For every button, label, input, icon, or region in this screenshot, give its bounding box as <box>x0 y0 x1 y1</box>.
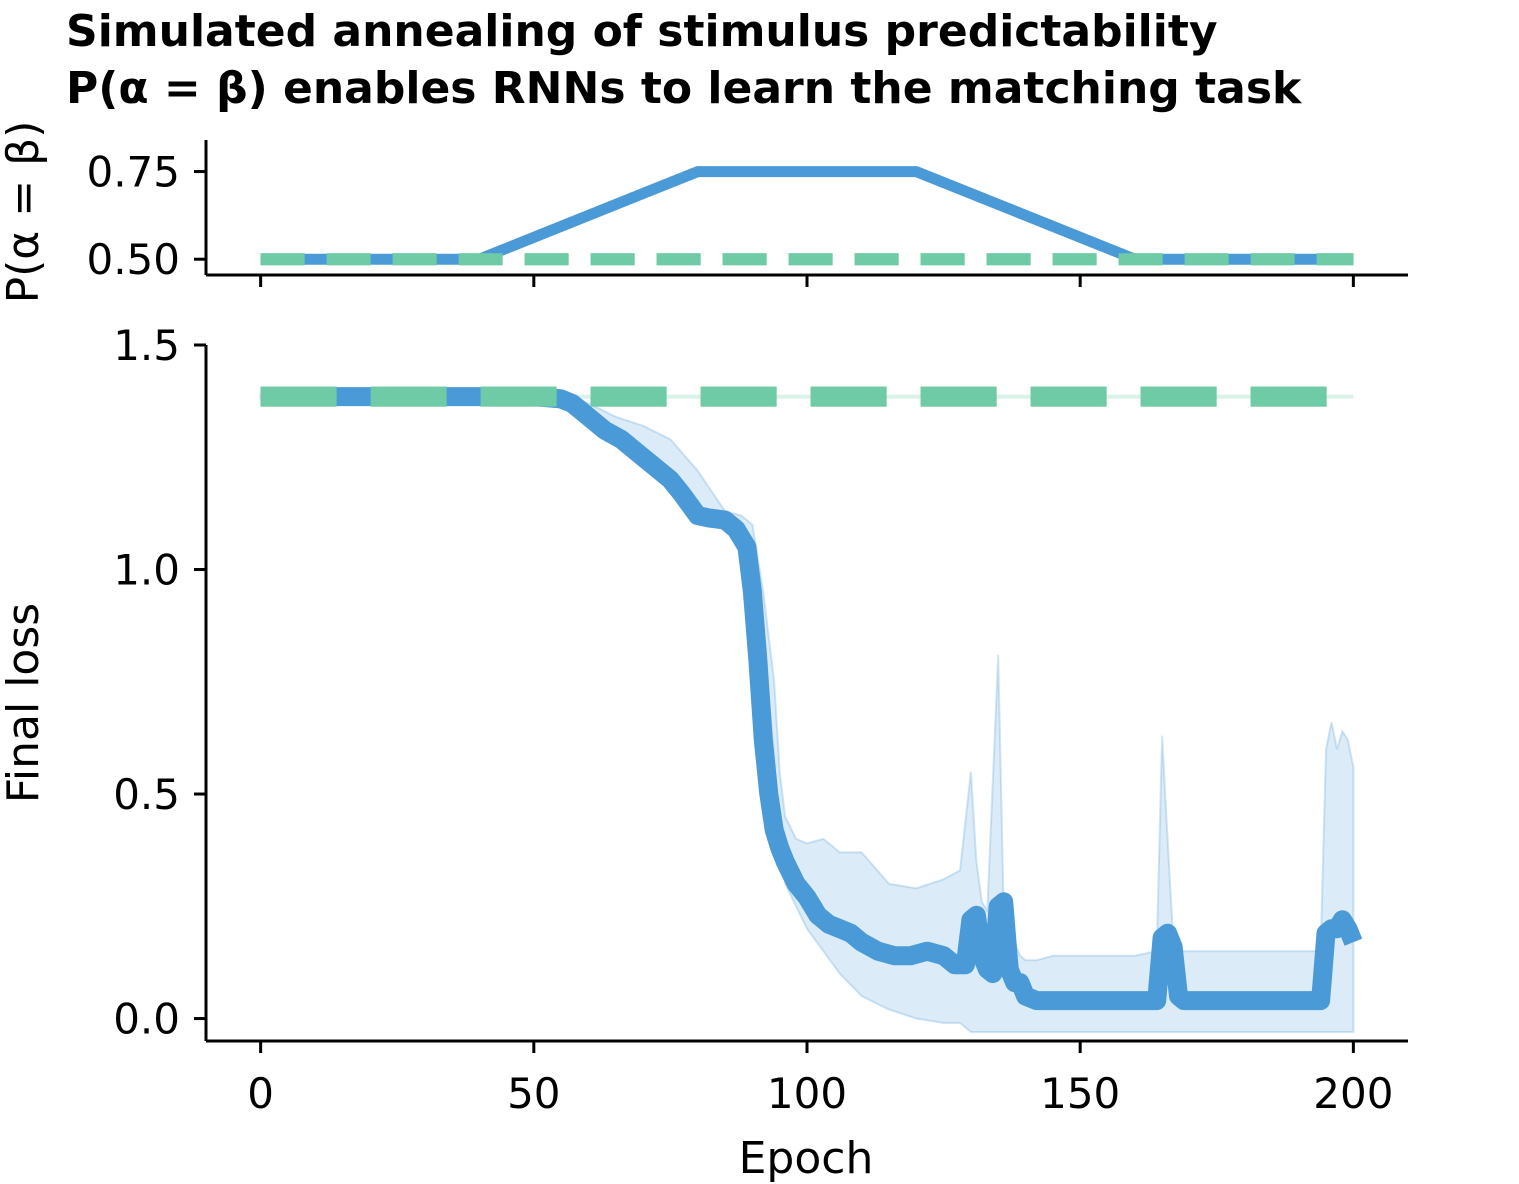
top-y-tick-label: 0.50 <box>86 235 180 284</box>
top-y-axis-label: P(α = β) <box>0 121 49 304</box>
bottom-y-axis-label: Final loss <box>0 603 49 803</box>
chart-title-line-2: P(α = β) enables RNNs to learn the match… <box>66 63 1303 114</box>
top-annealed-series-line <box>260 166 1354 265</box>
top-panel: 0.50 0.75 <box>86 140 1408 287</box>
bottom-annealed-series-line <box>260 387 1363 1011</box>
bottom-x-axis-label: Epoch <box>739 1133 874 1184</box>
bottom-panel: 0.0 0.5 1.0 1.5 0 50 100 150 200 <box>113 321 1408 1118</box>
bottom-x-tick-label: 50 <box>507 1069 560 1118</box>
bottom-x-tick-label: 150 <box>1040 1069 1120 1118</box>
bottom-x-tick-label: 0 <box>247 1069 274 1118</box>
bottom-confidence-band <box>259 393 1355 1033</box>
bottom-y-tick-label: 0.5 <box>113 770 180 819</box>
bottom-x-tick-label: 200 <box>1313 1069 1393 1118</box>
bottom-y-tick-label: 1.0 <box>113 546 180 595</box>
bottom-y-tick-label: 0.0 <box>113 995 180 1044</box>
top-y-tick-label: 0.75 <box>86 148 180 197</box>
bottom-x-tick-label: 100 <box>767 1069 847 1118</box>
bottom-y-tick-label: 1.5 <box>113 321 180 370</box>
chart-title-line-1: Simulated annealing of stimulus predicta… <box>66 6 1218 57</box>
